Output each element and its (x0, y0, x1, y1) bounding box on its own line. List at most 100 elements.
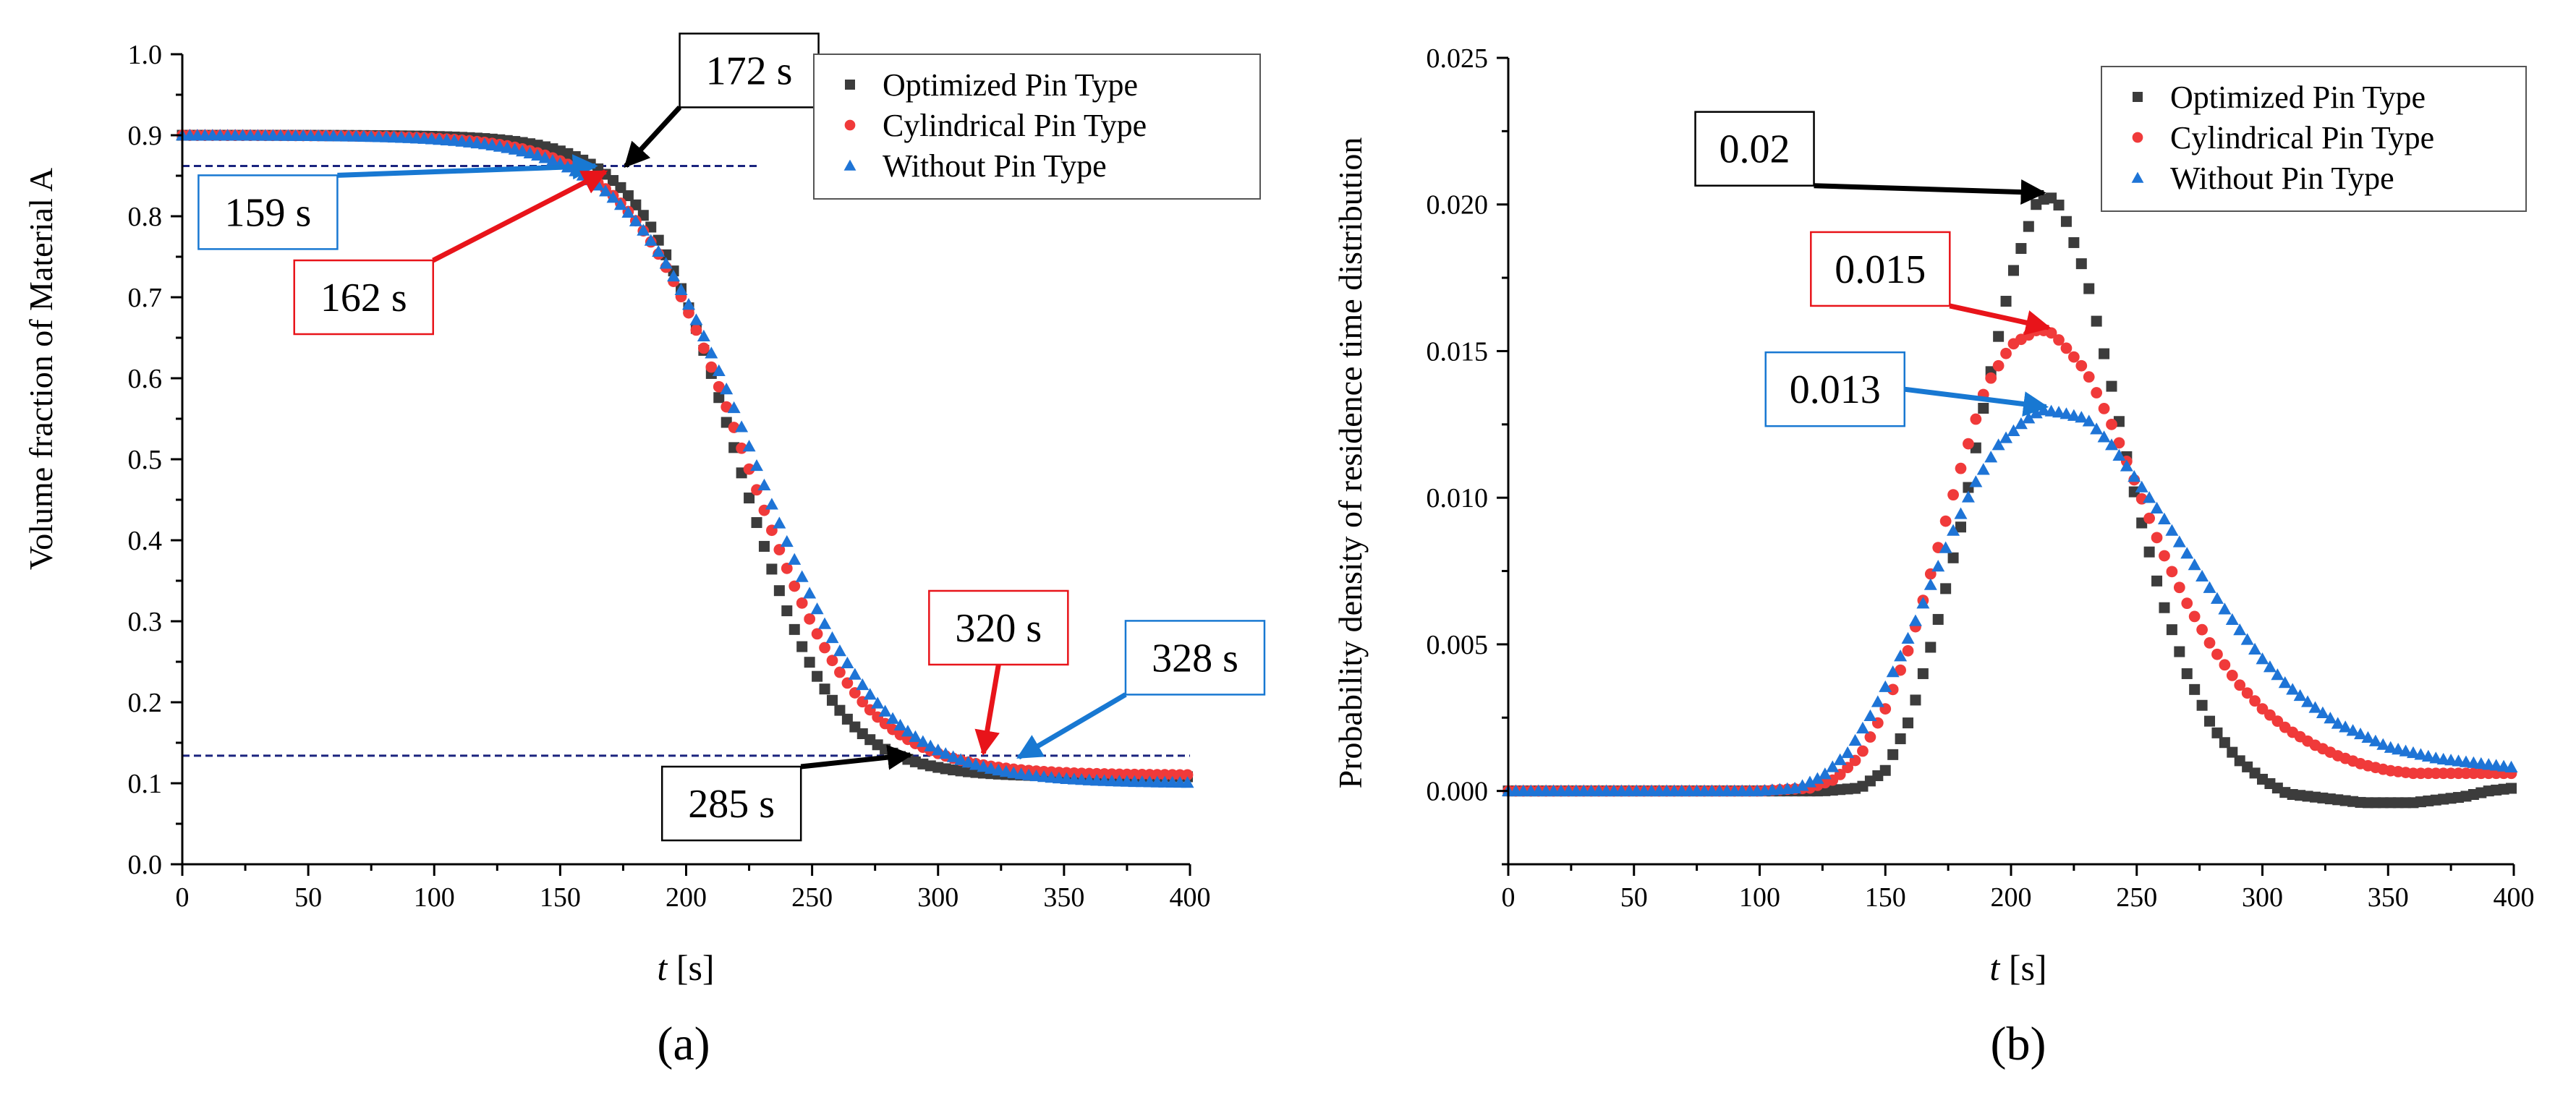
chart-b-point-cylindrical (2091, 387, 2103, 399)
chart-a-point-without (652, 244, 666, 257)
chart-b-point-without (1991, 438, 2005, 451)
chart-a-point-without (848, 668, 862, 680)
chart-a-point-without (750, 459, 764, 472)
chart-a-point-without (606, 191, 620, 203)
chart-b-point-without (2120, 459, 2133, 472)
chart-a-annotation-box (679, 33, 820, 108)
chart-b-point-optimized (1879, 764, 1891, 776)
chart-a-annotation-box (1124, 620, 1266, 696)
chart-b-point-without (1961, 490, 1975, 503)
chart-a-annotation-label: 328 s (1152, 636, 1238, 681)
chart-b-point-optimized (2166, 624, 2177, 636)
chart-a-y-tick-label: 0.5 (128, 445, 163, 475)
chart-a-point-without (810, 602, 824, 615)
chart-b-point-without (2188, 558, 2201, 571)
chart-a-point-without (939, 747, 953, 759)
chart-a-x-tick-label: 50 (294, 882, 322, 913)
chart-a-point-without (803, 587, 817, 599)
chart-a-point-optimized (773, 585, 785, 597)
chart-b-point-without (2014, 417, 2028, 430)
chart-b-legend-box (2101, 66, 2527, 212)
chart-a-point-without (508, 142, 522, 155)
chart-b-point-without (2143, 491, 2156, 503)
chart-a-point-without (720, 382, 734, 395)
chart-a-point-without (871, 696, 885, 709)
chart-a-point-cylindrical (720, 401, 733, 413)
chart-b-point-without (1924, 578, 1937, 590)
chart-a-point-without (667, 269, 681, 282)
chart-a-point-cylindrical (841, 677, 854, 689)
chart-b-point-optimized (1955, 521, 1966, 533)
chart-b-point-optimized (2068, 236, 2080, 248)
chart-b-point-without (2052, 406, 2066, 418)
chart-b-point-without (1976, 463, 1990, 475)
chart-b-point-cylindrical (1955, 462, 1967, 474)
chart-a-point-without (878, 704, 892, 717)
chart-b-point-cylindrical (2068, 351, 2080, 363)
chart-a-x-tick-label: 100 (414, 882, 455, 913)
chart-a-y-tick-label: 0.1 (128, 769, 163, 799)
chart-a-point-cylindrical (683, 307, 694, 319)
chart-b: 0 50 100 150 200 250 300 350 400 0.000 0.005 0.010 0… (1332, 43, 2535, 1070)
chart-a-annotation-box (293, 259, 434, 336)
chart-b-legend-label-without: Without Pin Type (2170, 161, 2394, 196)
chart-a-point-without (712, 364, 726, 376)
chart-a-point-without (825, 631, 839, 644)
chart-a-annotation-1: 159 s (197, 154, 598, 250)
chart-b-point-cylindrical (2106, 418, 2117, 430)
chart-b-point-without (1879, 680, 1892, 692)
chart-b-point-cylindrical (2166, 566, 2178, 578)
chart-a-point-optimized (796, 641, 808, 652)
chart-b-point-without (2361, 730, 2375, 743)
chart-b-point-without (2082, 414, 2096, 427)
chart-b-point-cylindrical (2241, 687, 2253, 699)
chart-a-annotation-label: 320 s (955, 606, 1042, 651)
chart-b-point-without (2256, 652, 2269, 665)
chart-b-point-cylindrical (1947, 489, 1959, 501)
chart-b-point-without (1826, 760, 1840, 772)
chart-b-x-tick-label: 50 (1620, 882, 1648, 913)
chart-b-point-optimized (2128, 486, 2140, 498)
chart-b-point-without (2376, 738, 2390, 750)
chart-b-point-cylindrical (1902, 644, 1914, 657)
chart-b-point-cylindrical (2151, 532, 2163, 544)
chart-a-point-without (493, 140, 506, 152)
chart-b-legend: Optimized Pin Type Cylindrical Pin Type Wi… (2101, 66, 2527, 212)
chart-b-point-cylindrical (1887, 683, 1899, 696)
chart-b-annotation-box (1694, 111, 1815, 187)
chart-a-point-optimized (819, 683, 830, 695)
chart-a-point-optimized (812, 670, 823, 682)
chart-b-point-without (2022, 412, 2036, 424)
chart-a-x-tick-label: 300 (917, 882, 958, 913)
chart-a-point-optimized (751, 517, 762, 529)
chart-a-point-without (629, 214, 642, 226)
chart-b-x-tick-label: 250 (2116, 882, 2157, 913)
chart-a-plot: 0 50 100 150 200 250 300 350 400 0.0 0.1 0.2 0.3 0.4 0… (128, 33, 1266, 913)
chart-b-annotation-box (1764, 351, 1905, 427)
chart-b-annotation-0: 0.02 (1694, 111, 2046, 205)
chart-b-point-without (2384, 741, 2397, 753)
chart-a-point-without (931, 743, 945, 756)
chart-b-annotation-arrow (1904, 386, 2049, 417)
chart-a-point-cylindrical (788, 580, 801, 592)
chart-b-point-optimized (2196, 699, 2208, 711)
chart-a-y-axis-label: Volume fraction of Material A (22, 168, 59, 570)
chart-b-point-without (1848, 733, 1862, 746)
chart-a-point-cylindrical (743, 463, 755, 475)
chart-a-point-without (705, 346, 718, 359)
chart-a-annotation-arrow (624, 106, 682, 169)
chart-a-point-optimized (630, 199, 642, 210)
chart-a-annotation-arrow (432, 169, 608, 263)
chart-b-point-optimized (2106, 380, 2117, 392)
chart-a-y-tick-label: 0.3 (128, 607, 163, 637)
chart-b-annotation-arrow (1949, 303, 2052, 336)
chart-a-point-without (916, 735, 930, 747)
chart-b-point-optimized (1917, 668, 1929, 679)
chart-a-point-without (909, 730, 922, 742)
chart-b-point-without (2392, 743, 2405, 755)
chart-a-point-without (780, 534, 794, 547)
chart-a-point-without (893, 718, 907, 731)
chart-b-point-optimized (1910, 694, 1921, 706)
chart-a-point-optimized (834, 704, 846, 716)
chart-b-point-cylindrical (2113, 437, 2125, 449)
